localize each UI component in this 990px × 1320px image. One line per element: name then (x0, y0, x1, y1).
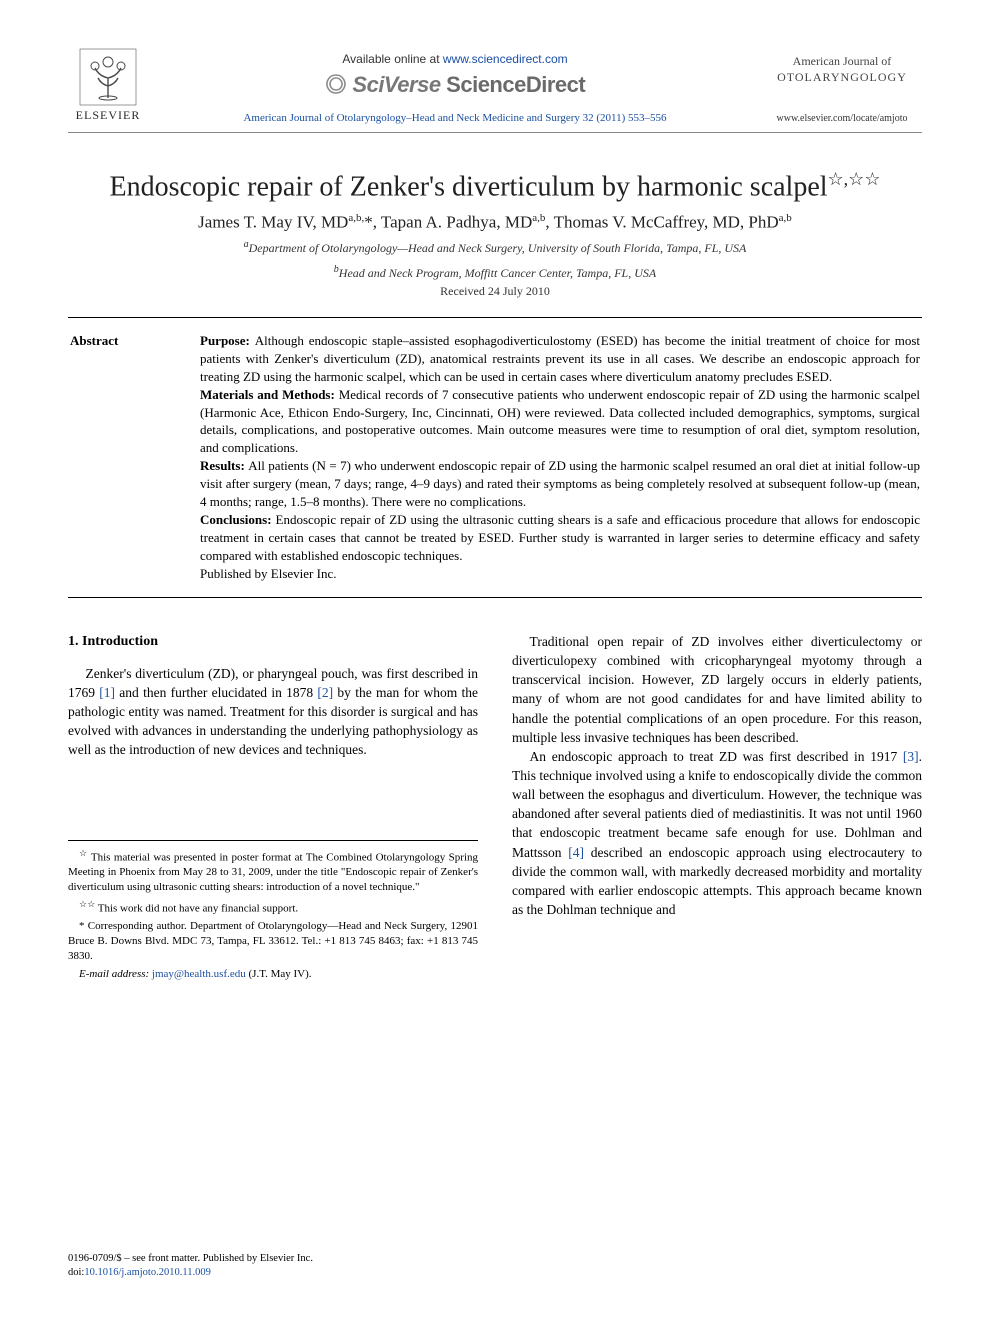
publisher-logo: ELSEVIER (68, 48, 148, 123)
abstract-body: Purpose: Although endoscopic staple–assi… (200, 332, 920, 583)
doi-prefix: doi: (68, 1267, 84, 1278)
header-rule (68, 132, 922, 133)
ref-3-link[interactable]: [3] (903, 749, 919, 764)
journal-citation: American Journal of Otolaryngology–Head … (148, 112, 762, 124)
journal-header: American Journal of OTOLARYNGOLOGY www.e… (762, 48, 922, 124)
brand-sciverse: SciVerse (352, 72, 440, 97)
center-header: Available online at www.sciencedirect.co… (148, 48, 762, 124)
p3a: An endoscopic approach to treat ZD was f… (530, 749, 903, 764)
elsevier-tree-icon (79, 48, 137, 106)
purpose-head: Purpose: (200, 333, 255, 348)
doi-line: doi:10.1016/j.amjoto.2010.11.009 (68, 1266, 313, 1280)
body-columns: 1. Introduction Zenker's diverticulum (Z… (68, 632, 922, 985)
intro-para-2: Traditional open repair of ZD involves e… (512, 632, 922, 747)
left-column: 1. Introduction Zenker's diverticulum (Z… (68, 632, 478, 985)
abstract-publisher-line: Published by Elsevier Inc. (200, 566, 336, 581)
results-text: All patients (N = 7) who underwent endos… (200, 458, 920, 509)
affil-a-text: Department of Otolaryngology—Head and Ne… (249, 241, 747, 255)
journal-url[interactable]: www.elsevier.com/locate/amjoto (762, 113, 922, 124)
corr-text: Corresponding author. Department of Otol… (68, 920, 478, 962)
footnote-1: ☆ This material was presented in poster … (68, 847, 478, 895)
sciverse-swirl-icon (325, 73, 347, 95)
sciencedirect-brand: SciVerse ScienceDirect (148, 72, 762, 98)
corr-mark: * (79, 920, 88, 932)
title-footnote-marks: ☆,☆☆ (828, 169, 881, 189)
methods-head: Materials and Methods: (200, 387, 339, 402)
received-date: Received 24 July 2010 (68, 284, 922, 299)
title-text: Endoscopic repair of Zenker's diverticul… (110, 172, 828, 203)
journal-name-line1: American Journal of (762, 54, 922, 70)
affil-b-text: Head and Neck Program, Moffitt Cancer Ce… (339, 266, 656, 280)
section-1-head: 1. Introduction (68, 632, 478, 652)
affiliation-a: aDepartment of Otolaryngology—Head and N… (68, 238, 922, 257)
sciencedirect-link[interactable]: www.sciencedirect.com (443, 52, 568, 66)
email-line: E-mail address: jmay@health.usf.edu (J.T… (68, 967, 478, 982)
journal-name-line2: OTOLARYNGOLOGY (762, 70, 922, 86)
authors-line: James T. May IV, MDa,b,*, Tapan A. Padhy… (68, 212, 922, 233)
available-prefix: Available online at (342, 52, 443, 66)
available-online-line: Available online at www.sciencedirect.co… (148, 52, 762, 66)
results-head: Results: (200, 458, 248, 473)
conclusions-text: Endoscopic repair of ZD using the ultras… (200, 512, 920, 563)
p3b: . This technique involved using a knife … (512, 749, 922, 860)
brand-sciencedirect: ScienceDirect (441, 72, 586, 97)
intro-para-1: Zenker's diverticulum (ZD), or pharyngea… (68, 664, 478, 760)
affiliation-b: bHead and Neck Program, Moffitt Cancer C… (68, 263, 922, 282)
right-column: Traditional open repair of ZD involves e… (512, 632, 922, 985)
intro-para-3: An endoscopic approach to treat ZD was f… (512, 747, 922, 919)
conclusions-head: Conclusions: (200, 512, 276, 527)
abstract-section: Abstract Purpose: Although endoscopic st… (68, 317, 922, 598)
ref-2-link[interactable]: [2] (317, 685, 333, 700)
abstract-label: Abstract (70, 332, 200, 583)
page-header: ELSEVIER Available online at www.science… (68, 48, 922, 124)
purpose-text: Although endoscopic staple–assisted esop… (200, 333, 920, 384)
title-block: Endoscopic repair of Zenker's diverticul… (68, 169, 922, 299)
ref-1-link[interactable]: [1] (99, 685, 115, 700)
p1b: and then further elucidated in 1878 (115, 685, 317, 700)
email-suffix: (J.T. May IV). (246, 968, 312, 980)
doi-link[interactable]: 10.1016/j.amjoto.2010.11.009 (84, 1267, 210, 1278)
copyright-line: 0196-0709/$ – see front matter. Publishe… (68, 1252, 313, 1266)
fn1-mark: ☆ (79, 848, 91, 858)
footnote-2: ☆☆ This work did not have any financial … (68, 898, 478, 917)
fn2-mark: ☆☆ (79, 899, 98, 909)
corresponding-author: * Corresponding author. Department of Ot… (68, 919, 478, 964)
footnotes-block: ☆ This material was presented in poster … (68, 840, 478, 982)
ref-4-link[interactable]: [4] (568, 845, 584, 860)
bottom-meta: 0196-0709/$ – see front matter. Publishe… (68, 1252, 313, 1280)
publisher-name: ELSEVIER (68, 108, 148, 123)
fn2-text: This work did not have any financial sup… (98, 902, 298, 914)
email-label: E-mail address: (79, 968, 152, 980)
fn1-text: This material was presented in poster fo… (68, 851, 478, 893)
article-title: Endoscopic repair of Zenker's diverticul… (68, 169, 922, 203)
email-link[interactable]: jmay@health.usf.edu (152, 968, 246, 980)
